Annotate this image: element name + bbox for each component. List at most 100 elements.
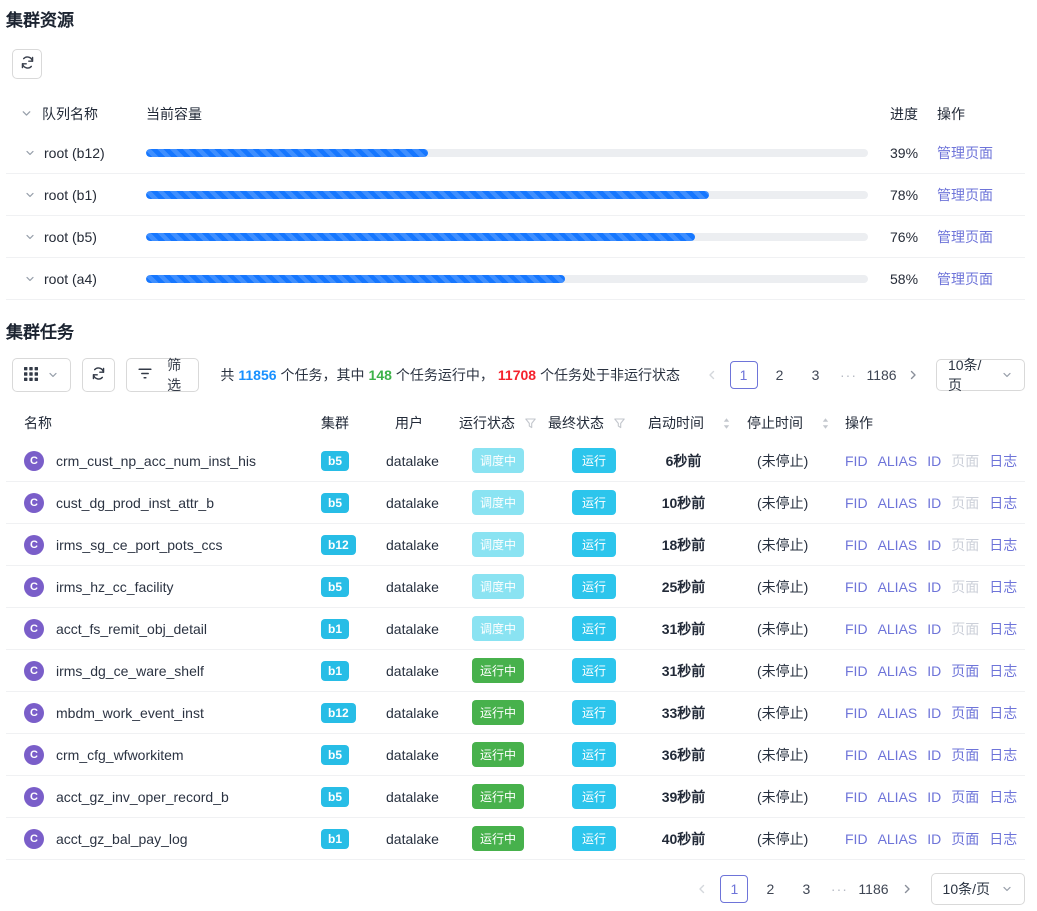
page-button-3[interactable]: 3 — [811, 367, 820, 383]
stop-time: (未停止) — [757, 536, 809, 553]
op-fid-link[interactable]: FID — [845, 830, 868, 847]
op-log-link[interactable]: 日志 — [989, 746, 1018, 763]
filter-button[interactable]: 筛选 — [125, 357, 200, 393]
page-button-last[interactable]: 1186 — [866, 367, 897, 383]
op-id-link[interactable]: ID — [927, 746, 942, 763]
op-alias-link[interactable]: ALIAS — [877, 788, 918, 805]
action-column-header: 操作 — [937, 105, 965, 122]
start-time: 18秒前 — [661, 536, 706, 553]
op-log-link[interactable]: 日志 — [989, 494, 1018, 511]
cluster-badge: b5 — [321, 450, 350, 471]
stop-time: (未停止) — [757, 704, 809, 721]
op-fid-link[interactable]: FID — [845, 704, 868, 721]
op-alias-link[interactable]: ALIAS — [877, 578, 918, 595]
op-log-link[interactable]: 日志 — [989, 578, 1018, 595]
next-page-button[interactable] — [904, 361, 922, 389]
op-fid-link[interactable]: FID — [845, 662, 868, 679]
expand-row-icon[interactable] — [24, 231, 36, 243]
run-status-filter-icon[interactable] — [524, 417, 537, 430]
op-page-link[interactable]: 页面 — [951, 704, 980, 721]
op-fid-link[interactable]: FID — [845, 452, 868, 469]
next-page-button[interactable] — [897, 875, 917, 903]
op-id-link[interactable]: ID — [927, 662, 942, 679]
manage-page-link[interactable]: 管理页面 — [937, 144, 993, 161]
op-alias-link[interactable]: ALIAS — [877, 704, 918, 721]
tasks-refresh-button[interactable] — [82, 358, 115, 392]
start-time-sort-icon[interactable] — [722, 417, 731, 430]
sync-icon — [91, 366, 106, 384]
op-fid-link[interactable]: FID — [845, 746, 868, 763]
more-pages-button[interactable]: ··· — [840, 367, 858, 383]
page-button-2[interactable]: 2 — [775, 367, 784, 383]
user-name: datalake — [386, 704, 439, 721]
op-id-link[interactable]: ID — [927, 788, 942, 805]
queue-name: root (b12) — [44, 144, 105, 161]
final-status-filter-icon[interactable] — [613, 417, 626, 430]
collapse-all-icon[interactable] — [20, 107, 33, 120]
op-alias-link[interactable]: ALIAS — [877, 830, 918, 847]
op-fid-link[interactable]: FID — [845, 788, 868, 805]
op-id-link[interactable]: ID — [927, 620, 942, 637]
op-alias-link[interactable]: ALIAS — [877, 452, 918, 469]
op-fid-link[interactable]: FID — [845, 620, 868, 637]
final-status-badge: 运行 — [572, 826, 617, 851]
op-page-link[interactable]: 页面 — [951, 788, 980, 805]
op-log-link[interactable]: 日志 — [989, 704, 1018, 721]
capacity-progressbar — [146, 232, 868, 241]
op-log-link[interactable]: 日志 — [989, 788, 1018, 805]
manage-page-link[interactable]: 管理页面 — [937, 270, 993, 287]
op-page-link[interactable]: 页面 — [951, 662, 980, 679]
page-button-3[interactable]: 3 — [802, 881, 811, 897]
op-alias-link[interactable]: ALIAS — [877, 662, 918, 679]
page-button-1[interactable]: 1 — [720, 875, 749, 903]
user-name: datalake — [386, 578, 439, 595]
op-log-link[interactable]: 日志 — [989, 536, 1018, 553]
grid-view-icon — [24, 366, 38, 384]
more-pages-button[interactable]: ··· — [830, 881, 848, 897]
start-time: 31秒前 — [661, 662, 706, 679]
expand-row-icon[interactable] — [24, 189, 36, 201]
view-mode-dropdown-button[interactable] — [12, 358, 71, 392]
page-size-select[interactable]: 10条/页 — [935, 357, 1025, 393]
task-name: acct_fs_remit_obj_detail — [56, 620, 207, 637]
expand-row-icon[interactable] — [24, 273, 36, 285]
queue-column-header: 队列名称 — [42, 105, 98, 122]
op-alias-link[interactable]: ALIAS — [877, 746, 918, 763]
manage-page-link[interactable]: 管理页面 — [937, 228, 993, 245]
op-fid-link[interactable]: FID — [845, 494, 868, 511]
stop-time: (未停止) — [757, 788, 809, 805]
resources-refresh-button[interactable] — [12, 49, 42, 79]
op-log-link[interactable]: 日志 — [989, 830, 1018, 847]
op-alias-link[interactable]: ALIAS — [877, 536, 918, 553]
page-size-select[interactable]: 10条/页 — [930, 873, 1025, 905]
op-fid-link[interactable]: FID — [845, 578, 868, 595]
op-fid-link[interactable]: FID — [845, 536, 868, 553]
op-page-link[interactable]: 页面 — [951, 830, 980, 847]
stop-time: (未停止) — [757, 494, 809, 511]
start-time: 25秒前 — [661, 578, 706, 595]
page-button-2[interactable]: 2 — [766, 881, 775, 897]
op-page-link[interactable]: 页面 — [951, 746, 980, 763]
stop-time-sort-icon[interactable] — [821, 417, 830, 430]
manage-page-link[interactable]: 管理页面 — [937, 186, 993, 203]
op-id-link[interactable]: ID — [927, 494, 942, 511]
stop-time: (未停止) — [757, 620, 809, 637]
avatar: C — [24, 450, 44, 471]
op-alias-link[interactable]: ALIAS — [877, 620, 918, 637]
expand-row-icon[interactable] — [24, 147, 36, 159]
op-id-link[interactable]: ID — [927, 704, 942, 721]
op-log-link[interactable]: 日志 — [989, 620, 1018, 637]
op-log-link[interactable]: 日志 — [989, 452, 1018, 469]
op-log-link[interactable]: 日志 — [989, 662, 1018, 679]
user-name: datalake — [386, 620, 439, 637]
op-id-link[interactable]: ID — [927, 830, 942, 847]
op-id-link[interactable]: ID — [927, 536, 942, 553]
op-id-link[interactable]: ID — [927, 452, 942, 469]
op-alias-link[interactable]: ALIAS — [877, 494, 918, 511]
op-id-link[interactable]: ID — [927, 578, 942, 595]
page-button-1[interactable]: 1 — [729, 361, 758, 389]
resource-row: root (a4) 58% 管理页面 — [6, 258, 1025, 300]
final-status-badge: 运行 — [572, 742, 617, 767]
page-button-last[interactable]: 1186 — [858, 881, 889, 897]
